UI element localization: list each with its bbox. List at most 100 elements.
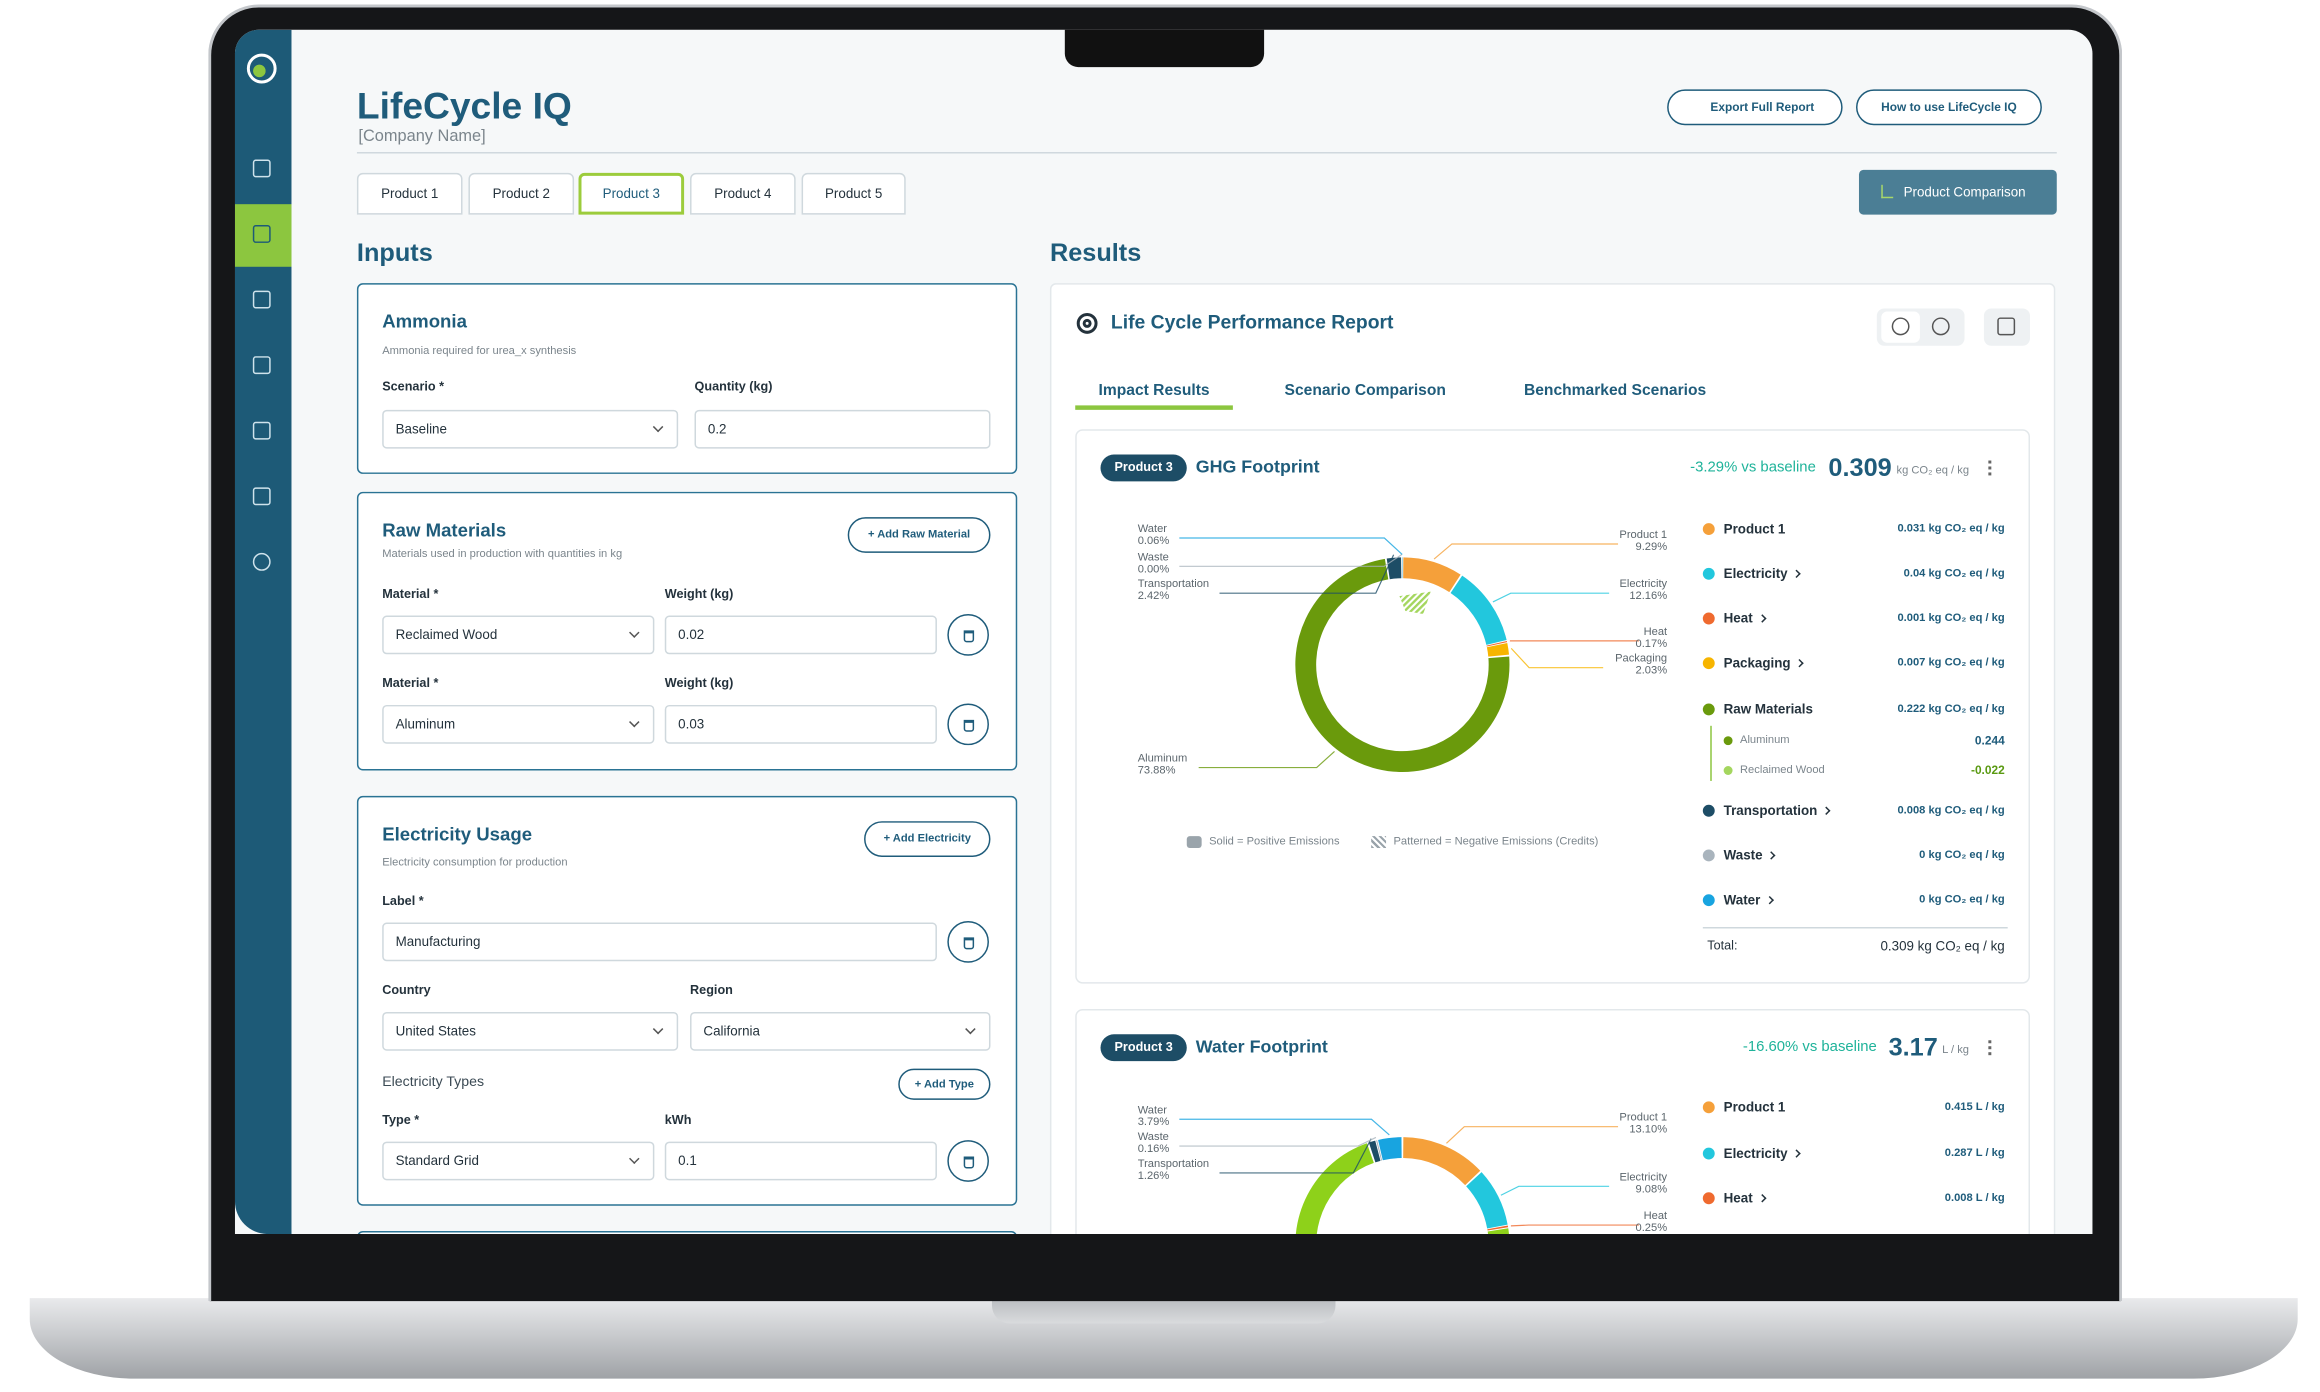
field-label: Country <box>382 982 431 998</box>
add-button-label[interactable]: + Add Type <box>914 1076 974 1090</box>
product-tab-label[interactable]: Product 3 <box>602 186 660 201</box>
legend-name[interactable]: Heat <box>1723 610 1753 626</box>
add-button[interactable] <box>864 821 991 857</box>
product-tab[interactable] <box>468 172 575 215</box>
legend-name[interactable]: Packaging <box>1723 655 1791 671</box>
delete-button[interactable] <box>947 1140 989 1182</box>
segment-label: Transportation <box>1138 578 1209 590</box>
leader-line <box>1179 1118 1390 1136</box>
leader-line <box>1433 543 1619 560</box>
sidebar-icon[interactable] <box>252 552 271 571</box>
select-value[interactable]: United States <box>395 1023 476 1039</box>
sidebar-icon[interactable] <box>252 421 271 440</box>
segment-value-label: 0.25% <box>1636 1222 1668 1234</box>
result-tab[interactable]: Impact Results <box>1098 381 1210 400</box>
select-value[interactable]: Aluminum <box>395 716 456 732</box>
product-tab-label[interactable]: Product 4 <box>714 186 772 201</box>
delete-button[interactable] <box>947 921 989 963</box>
add-button-label[interactable]: + Add Electricity <box>883 831 971 845</box>
sidebar-icon[interactable] <box>252 159 271 178</box>
comparison-button-label[interactable]: Product Comparison <box>1903 184 2026 200</box>
input-value[interactable]: 0.02 <box>678 627 705 643</box>
product-tab-label[interactable]: Product 2 <box>492 186 550 201</box>
legend-value: 0.222 kg CO₂ eq / kg <box>1897 701 2005 715</box>
segment-label: Waste <box>1138 1131 1169 1143</box>
select-field[interactable] <box>382 704 655 744</box>
sidebar-active-item[interactable] <box>234 204 292 267</box>
text-input[interactable] <box>664 615 937 655</box>
header-button-label[interactable]: How to use LifeCycle IQ <box>1881 100 2017 114</box>
input-value[interactable]: Manufacturing <box>395 934 481 950</box>
select-field[interactable] <box>382 615 655 655</box>
sidebar-icon[interactable] <box>252 225 271 243</box>
delete-button[interactable] <box>947 703 989 746</box>
legend-name[interactable]: Electricity <box>1723 1145 1788 1161</box>
legend-name[interactable]: Product 1 <box>1723 1099 1786 1115</box>
more-menu[interactable] <box>1988 460 1992 476</box>
select-value[interactable]: California <box>703 1023 760 1039</box>
trash-icon <box>962 630 974 643</box>
header-button[interactable] <box>1667 89 1843 126</box>
legend-name[interactable]: Raw Materials <box>1723 701 1813 717</box>
select-value[interactable]: Standard Grid <box>395 1153 479 1169</box>
text-input[interactable] <box>694 409 991 449</box>
legend-dot <box>1702 612 1715 625</box>
product-tab[interactable] <box>801 172 906 215</box>
sidebar-icon[interactable] <box>252 356 271 375</box>
sidebar-icon[interactable] <box>252 290 271 309</box>
segment-label: Water <box>1138 523 1168 535</box>
add-button[interactable] <box>898 1068 991 1100</box>
result-tab[interactable]: Benchmarked Scenarios <box>1523 381 1707 400</box>
product-tab-label[interactable]: Product 1 <box>381 186 439 201</box>
legend-name[interactable]: Electricity <box>1723 566 1788 581</box>
legend-name[interactable]: Waste <box>1723 847 1763 863</box>
donut-segment <box>1487 1225 1509 1231</box>
legend-name[interactable]: Transportation <box>1723 803 1818 818</box>
leader-line <box>1219 554 1395 594</box>
sub-legend-value: 0.244 <box>1974 733 2005 748</box>
input-value[interactable]: 0.03 <box>678 716 705 732</box>
select-value[interactable]: Baseline <box>395 421 447 437</box>
text-input[interactable] <box>382 922 937 962</box>
card-title: Ammonia <box>382 311 467 333</box>
legend-dot <box>1702 849 1715 862</box>
donut-segment <box>1486 640 1508 647</box>
delete-button[interactable] <box>947 614 989 656</box>
product-tab-label[interactable]: Product 5 <box>824 186 883 201</box>
select-field[interactable] <box>382 1141 655 1181</box>
header-button-label[interactable]: Export Full Report <box>1710 100 1815 114</box>
layers-button[interactable] <box>1983 308 2031 346</box>
input-value[interactable]: 0.1 <box>678 1153 697 1169</box>
sidebar-icon[interactable] <box>252 487 271 506</box>
select-field[interactable] <box>382 409 679 449</box>
text-input[interactable] <box>664 704 937 744</box>
input-value[interactable]: 0.2 <box>707 421 727 437</box>
product-badge-label: Product 3 <box>1114 1038 1173 1054</box>
legend-name[interactable]: Heat <box>1723 1190 1753 1206</box>
result-tab[interactable]: Scenario Comparison <box>1284 381 1446 400</box>
legend-dot <box>1702 804 1715 817</box>
select-field[interactable] <box>690 1011 991 1051</box>
segment-label: Water <box>1138 1104 1168 1116</box>
comparison-button[interactable] <box>1858 169 2057 215</box>
legend-value: 0.008 kg CO₂ eq / kg <box>1897 802 2005 817</box>
app-title: LifeCycle IQ <box>356 85 572 128</box>
legend-value: 0.287 L / kg <box>1944 1145 2005 1160</box>
product-tab[interactable] <box>578 172 685 215</box>
add-button-label[interactable]: + Add Raw Material <box>867 527 971 541</box>
select-value[interactable]: Reclaimed Wood <box>395 627 498 643</box>
product-tab[interactable] <box>690 172 796 215</box>
more-menu[interactable] <box>1988 1040 1992 1056</box>
legend-name[interactable]: Product 1 <box>1723 521 1786 537</box>
product-badge <box>1100 1034 1187 1062</box>
select-field[interactable] <box>382 1011 679 1051</box>
segment-value-label: 0.06% <box>1138 535 1170 547</box>
legend-name[interactable]: Water <box>1723 892 1761 908</box>
header-button[interactable] <box>1856 89 2042 126</box>
legend-dot <box>1702 1101 1715 1114</box>
value-unit: L / kg <box>1942 1042 1970 1057</box>
text-input[interactable] <box>664 1141 937 1181</box>
add-button[interactable] <box>847 517 991 553</box>
product-tab[interactable] <box>356 172 463 215</box>
segment-value-label: 9.29% <box>1636 541 1668 553</box>
